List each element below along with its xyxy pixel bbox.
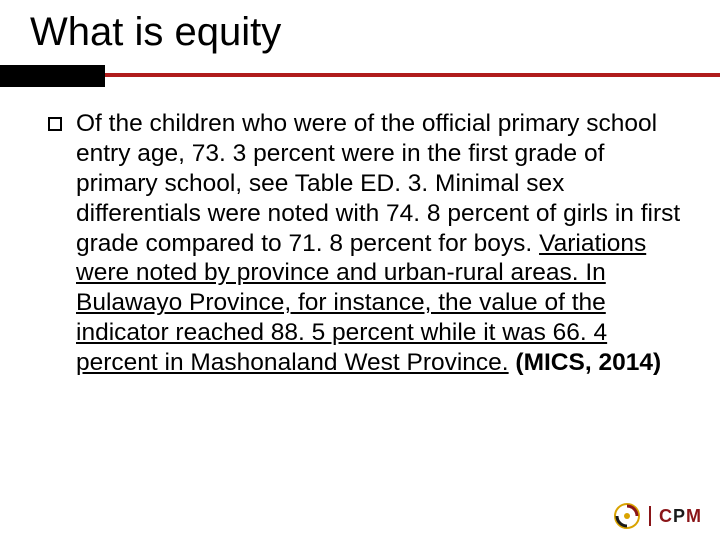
logo-letter-p: P	[673, 506, 686, 527]
body-text: Of the children who were of the official…	[76, 109, 690, 378]
logo-separator	[649, 506, 651, 526]
title-block: What is equity	[0, 0, 720, 55]
logo-swirl-icon	[613, 502, 641, 530]
body-area: Of the children who were of the official…	[0, 77, 720, 378]
logo: CPM	[613, 502, 702, 530]
bullet-item: Of the children who were of the official…	[48, 109, 690, 378]
accent-bar	[0, 65, 105, 87]
slide: What is equity Of the children who were …	[0, 0, 720, 540]
slide-title: What is equity	[30, 10, 720, 55]
logo-letter-c: C	[659, 506, 673, 527]
title-rule	[0, 65, 720, 77]
logo-text: CPM	[659, 506, 702, 527]
bullet-marker-icon	[48, 117, 62, 131]
body-text-part2: (MICS, 2014)	[509, 349, 662, 376]
logo-letter-m: M	[686, 506, 702, 527]
